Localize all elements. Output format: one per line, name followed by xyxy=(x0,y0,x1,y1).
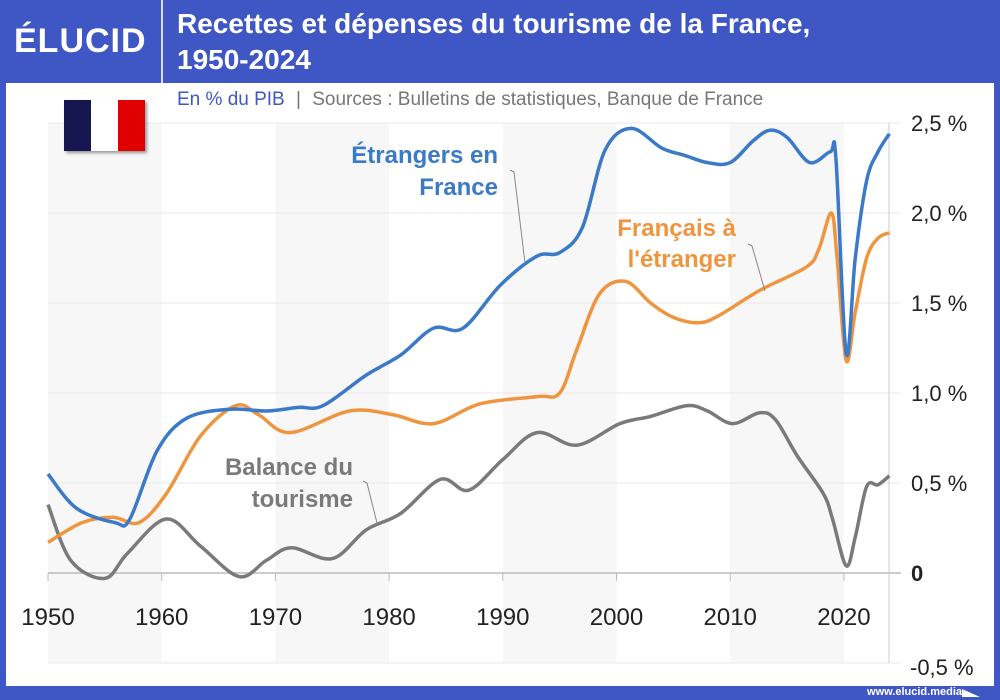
y-tick-label: -0,5 % xyxy=(910,655,974,680)
y-tick-label: 2,5 % xyxy=(911,111,967,136)
subtitle-separator: | xyxy=(296,89,301,110)
title-line-1: Recettes et dépenses du tourisme de la F… xyxy=(177,8,811,39)
x-tick-label: 1970 xyxy=(249,604,302,631)
title-line-2: 1950-2024 xyxy=(177,44,311,75)
balance-du-tourisme-line xyxy=(46,403,891,581)
x-tick-label: 1980 xyxy=(362,604,415,631)
elucid-mark-icon xyxy=(962,689,980,697)
x-tick-label: 1990 xyxy=(476,604,529,631)
flag-white-stripe xyxy=(91,100,118,151)
header-divider xyxy=(161,0,163,83)
y-tick-label: 0,5 % xyxy=(911,471,967,496)
chart-subtitle: En % du PIB | Sources : Bulletins de sta… xyxy=(177,89,763,111)
series-label: Étrangers en xyxy=(351,141,498,169)
series-label: tourisme xyxy=(252,486,353,513)
x-tick-label: 1960 xyxy=(135,604,188,631)
y-tick-label: 2,0 % xyxy=(911,201,967,226)
y-tick-label: 1,0 % xyxy=(911,381,967,406)
flag-blue-stripe xyxy=(64,100,91,151)
y-tick-label: 0 xyxy=(911,561,923,586)
y-tick-label: 1,5 % xyxy=(911,291,967,316)
elucid-logo: ÉLUCID xyxy=(14,22,147,60)
france-flag-icon xyxy=(64,100,145,151)
x-tick-label: 1950 xyxy=(21,604,74,631)
label-leader-line xyxy=(509,169,526,264)
sources-label: Sources : Bulletins de statistiques, Ban… xyxy=(312,89,764,110)
x-tick-label: 2000 xyxy=(590,604,643,631)
etrangers-en-france-line xyxy=(46,126,891,528)
x-tick-label: 2010 xyxy=(704,604,757,631)
header-bar: ÉLUCID Recettes et dépenses du tourisme … xyxy=(0,0,1000,83)
series-label: l'étranger xyxy=(628,246,736,273)
flag-red-stripe xyxy=(118,100,145,151)
label-leader-line xyxy=(362,480,378,524)
footer-url[interactable]: www.elucid.media xyxy=(867,686,962,698)
unit-label: En % du PIB xyxy=(177,89,285,110)
series-label: Balance du xyxy=(225,454,353,481)
series-label: Français à xyxy=(617,215,736,242)
series-label: France xyxy=(419,174,498,201)
label-leader-line xyxy=(747,243,766,292)
x-tick-label: 2020 xyxy=(817,604,870,631)
francais-a-l-etranger-line xyxy=(47,211,891,544)
chart-title: Recettes et dépenses du tourisme de la F… xyxy=(177,6,977,78)
